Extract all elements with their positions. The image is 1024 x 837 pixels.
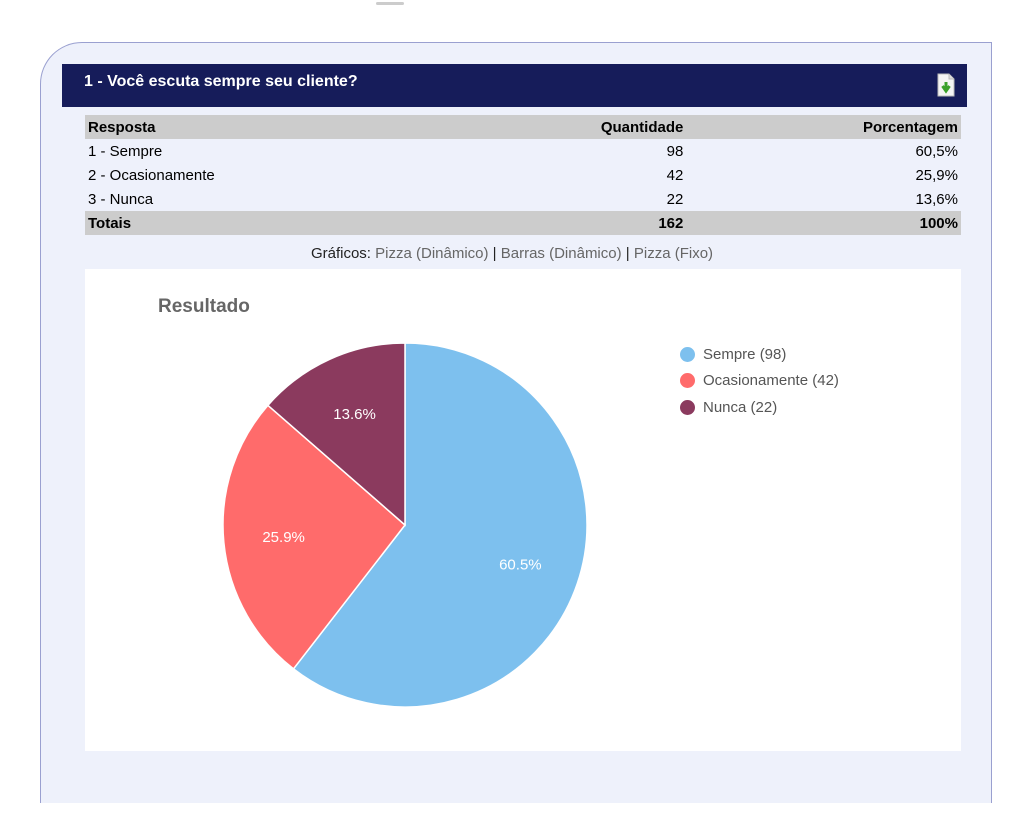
link-pizza-dinamico[interactable]: Pizza (Dinâmico) xyxy=(375,245,489,262)
table-row: 2 - Ocasionamente 42 25,9% xyxy=(85,163,961,187)
table-row: 1 - Sempre 98 60,5% xyxy=(85,139,961,163)
legend: Sempre (98) Ocasionamente (42) Nunca (22… xyxy=(680,341,839,421)
cell: 13,6% xyxy=(915,190,958,208)
question-header: 1 - Você escuta sempre seu cliente? xyxy=(62,64,967,107)
legend-item-sempre[interactable]: Sempre (98) xyxy=(680,341,839,368)
col-quantidade: Quantidade xyxy=(445,115,687,139)
chart-links: Gráficos: Pizza (Dinâmico) | Barras (Din… xyxy=(0,245,1024,262)
legend-label: Nunca (22) xyxy=(703,398,778,416)
separator: | xyxy=(492,245,497,262)
legend-dot xyxy=(680,373,695,389)
link-pizza-fixo[interactable]: Pizza (Fixo) xyxy=(633,245,714,262)
cell: 100% xyxy=(686,211,961,235)
graficos-label: Gráficos: xyxy=(310,245,371,262)
pie-chart: 60.5% 25.9% 13.6% Resultado Sempre (98) Oc… xyxy=(85,269,961,751)
top-mark xyxy=(376,2,404,5)
totals-row: Totais 162 100% xyxy=(85,211,961,235)
slice-label: 25.9% xyxy=(262,529,305,546)
table-row: 3 - Nunca 22 13,6% xyxy=(85,187,961,211)
separator: | xyxy=(625,245,630,262)
link-barras-dinamico[interactable]: Barras (Dinâmico) xyxy=(500,245,622,262)
pie-svg: 60.5% 25.9% 13.6% xyxy=(222,342,588,708)
slice-label: 60.5% xyxy=(499,556,542,573)
legend-label: Ocasionamente (42) xyxy=(703,372,839,390)
cell: 60,5% xyxy=(915,142,958,160)
pie-slice-sempre[interactable] xyxy=(292,342,588,708)
cell: 162 xyxy=(445,211,687,235)
cell: Totais xyxy=(85,211,446,235)
legend-dot xyxy=(680,399,695,415)
cell: 2 - Ocasionamente xyxy=(88,166,215,184)
export-file-icon[interactable] xyxy=(937,73,955,97)
cell: 98 xyxy=(666,142,684,160)
legend-item-nunca[interactable]: Nunca (22) xyxy=(680,394,839,421)
legend-item-ocasionamente[interactable]: Ocasionamente (42) xyxy=(680,368,839,395)
col-porcentagem: Porcentagem xyxy=(686,115,961,139)
cell: 42 xyxy=(666,166,684,184)
cell: 22 xyxy=(666,190,684,208)
pie-slice-nunca[interactable] xyxy=(266,342,406,527)
cell: 3 - Nunca xyxy=(88,190,154,208)
results-table: Resposta Quantidade Porcentagem 1 - Sempre… xyxy=(85,115,961,235)
question-title: 1 - Você escuta sempre seu cliente? xyxy=(84,73,358,90)
cell: 1 - Sempre xyxy=(88,142,163,160)
legend-dot xyxy=(680,346,695,362)
cell: 25,9% xyxy=(915,166,958,184)
slice-label: 13.6% xyxy=(333,406,376,423)
col-resposta: Resposta xyxy=(85,115,446,139)
chart-title: Resultado xyxy=(158,296,250,317)
legend-label: Sempre (98) xyxy=(703,345,787,363)
pie-slice-ocasionamente[interactable] xyxy=(222,404,407,670)
